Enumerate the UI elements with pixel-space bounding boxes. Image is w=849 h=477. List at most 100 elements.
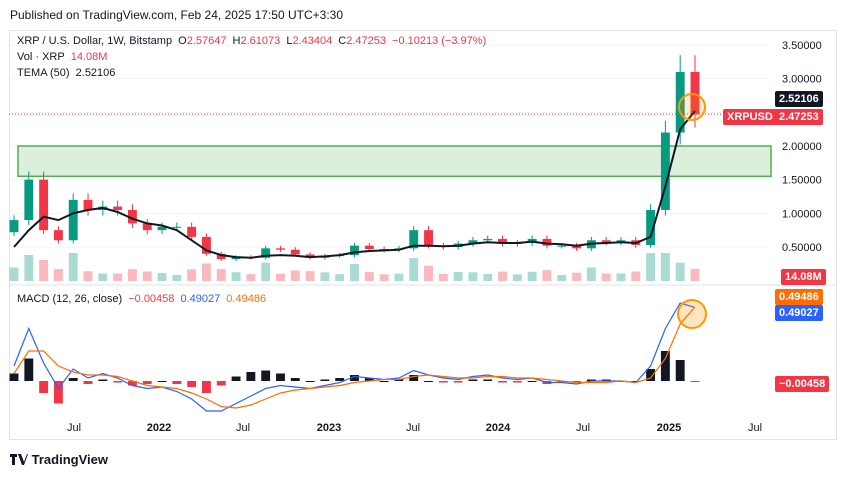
close-label: C (338, 35, 347, 47)
hist-tag: −0.00458 (775, 376, 830, 392)
volume-bar (127, 269, 137, 281)
high-value: 2.61073 (240, 35, 281, 47)
time-tick-label: 2023 (317, 422, 341, 434)
candle-body (483, 238, 493, 241)
candle-body (660, 132, 670, 210)
time-tick-label: Jul (67, 422, 81, 434)
macd-value: 0.49027 (180, 293, 221, 305)
macd-hist-bar (453, 381, 463, 383)
legend-tema-row: TEMA (50) 2.52106 (17, 66, 118, 81)
volume-bar (276, 273, 285, 281)
volume-bar (24, 255, 34, 281)
volume-bar (39, 260, 49, 281)
macd-hist-bar (631, 381, 641, 382)
close-value: 2.47253 (346, 35, 386, 47)
candle-body (157, 226, 167, 231)
macd-hist-bar (527, 381, 537, 382)
macd-hist-bar (83, 381, 93, 384)
macd-hist-bar (335, 378, 345, 381)
price-tick-label: 2.00000 (782, 141, 822, 153)
macd-hist-bar (660, 351, 670, 381)
volume-bar (646, 253, 656, 281)
volume-bar (83, 271, 93, 281)
candle-body (172, 226, 182, 228)
macd-hist-bar (9, 373, 19, 381)
volume-bar (335, 274, 345, 281)
volume-bar (557, 275, 567, 281)
time-tick-label: 2025 (657, 422, 681, 434)
volume-bar (453, 272, 463, 281)
symbol-tag: XRPUSD (723, 109, 777, 125)
volume-bar (320, 272, 330, 281)
macd-hist-bar (231, 376, 241, 381)
volume-bar (187, 269, 197, 281)
volume-bar (409, 258, 419, 281)
macd-hist-bar (572, 381, 582, 383)
volume-bar (468, 272, 478, 281)
volume-bar (616, 273, 626, 281)
candle-body (572, 245, 582, 249)
candle-body (261, 248, 271, 258)
price-tick-label: 1.00000 (782, 208, 822, 220)
legend-macd-row: MACD (12, 26, close) −0.00458 0.49027 0.… (17, 292, 269, 307)
macd-hist-bar (483, 379, 493, 381)
volume-bar (379, 274, 389, 281)
volume-label: Vol · XRP (17, 51, 65, 63)
volume-bar (601, 273, 611, 281)
volume-bar (142, 271, 152, 281)
volume-bar (527, 271, 537, 281)
candle-body (53, 230, 63, 241)
macd-hist-bar (127, 381, 137, 386)
tradingview-logo-icon (10, 454, 28, 465)
macd-hist-bar (276, 373, 285, 381)
time-tick-label: 2024 (486, 422, 511, 434)
volume-bar (305, 271, 315, 281)
volume-bar (231, 272, 241, 281)
macd-hist-bar (409, 375, 419, 381)
macd-signal-value: 0.49486 (226, 293, 267, 305)
macd-hist-bar (157, 381, 167, 382)
volume-bar (424, 265, 433, 281)
macd-hist-bar (261, 370, 271, 381)
time-tick-label: 2022 (147, 422, 171, 434)
volume-bar (498, 271, 507, 281)
macd-hist-bar (364, 378, 374, 381)
low-label: L (286, 35, 293, 47)
candle-body (142, 223, 152, 231)
macd-hist-bar (424, 381, 433, 382)
legend-symbol-row: XRP / U.S. Dollar, 1W, Bitstamp O2.57647… (17, 34, 489, 49)
candle-body (276, 248, 285, 250)
macd-hist-bar (557, 381, 567, 383)
macd-hist-bar (394, 379, 404, 381)
candle-body (498, 238, 507, 244)
volume-bar (157, 273, 167, 281)
candle-body (290, 249, 300, 255)
macd-hist-bar (172, 381, 182, 384)
volume-bar (202, 263, 211, 281)
volume-bar (9, 267, 19, 281)
tema-value: 2.52106 (75, 67, 116, 79)
macd-hist-value: −0.00458 (128, 293, 175, 305)
macd-hist-bar (290, 378, 300, 381)
symbol-name: XRP / U.S. Dollar, 1W, Bitstamp (17, 35, 173, 47)
macd-hist-bar (379, 381, 389, 382)
candle-body (424, 230, 433, 246)
candle-body (646, 209, 656, 245)
highlight-circle-macd (677, 299, 707, 329)
candle-body (113, 206, 123, 210)
macd-hist-bar (438, 381, 448, 383)
volume-bar (113, 273, 123, 281)
macd-hist-bar (39, 381, 49, 393)
macd-hist-bar (24, 358, 34, 381)
candle-body (350, 245, 359, 256)
macd-hist-bar (53, 381, 63, 404)
support-zone (17, 145, 772, 178)
low-value: 2.43404 (292, 35, 333, 47)
macd-hist-bar (601, 379, 611, 381)
candle-body (216, 253, 226, 260)
macd-hist-bar (586, 379, 596, 381)
volume-bar (53, 269, 63, 281)
volume-bar (364, 272, 374, 281)
brand-name: TradingView (31, 452, 108, 467)
